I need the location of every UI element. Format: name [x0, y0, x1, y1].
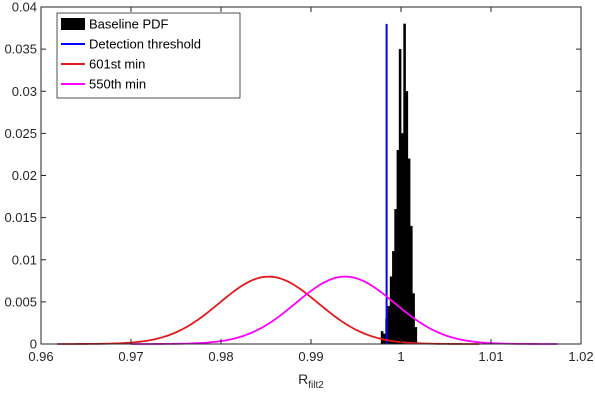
x-axis-label-subscript: filt2: [308, 380, 324, 391]
histogram-bar: [403, 23, 406, 345]
y-tick-label: 0.035: [4, 42, 37, 57]
histogram-bar: [401, 133, 404, 345]
histogram-bar: [405, 91, 409, 345]
histogram-bar: [392, 251, 395, 345]
histogram-bar: [394, 209, 397, 345]
legend: Baseline PDF Detection threshold 601st min…: [56, 12, 241, 99]
x-tick-label: 0.96: [28, 349, 53, 364]
x-tick-label: 0.97: [118, 349, 143, 364]
histogram-bar: [389, 276, 393, 345]
histogram-bar: [398, 48, 402, 345]
histogram-bar: [396, 150, 400, 345]
histogram-bar: [387, 305, 391, 345]
x-tick-label: 1.01: [478, 349, 503, 364]
x-tick-label: 1: [397, 349, 404, 364]
x-tick-label: 0.98: [208, 349, 233, 364]
histogram-bar: [414, 326, 418, 345]
y-tick-label: 0.04: [12, 0, 37, 15]
y-tick-label: 0.02: [12, 168, 37, 183]
x-tick-label: 0.99: [298, 349, 323, 364]
histogram-bar: [410, 225, 413, 345]
y-tick-label: 0.01: [12, 252, 37, 267]
legend-label-601st-min: 601st min: [89, 57, 145, 72]
legend-label-baseline-pdf: Baseline PDF: [89, 17, 169, 32]
550th-mincurve: [131, 275, 558, 345]
legend-box: [56, 12, 241, 99]
y-tick-label: 0.015: [4, 210, 37, 225]
y-tick-label: 0.005: [4, 294, 37, 309]
legend-label-550th-min: 550th min: [89, 77, 146, 92]
legend-label-detection-threshold: Detection threshold: [89, 37, 201, 52]
x-axis-label: Rfilt2: [298, 371, 324, 391]
601st-mincurve: [57, 275, 480, 345]
y-tick-label: 0: [30, 337, 37, 352]
x-axis-label-main: R: [298, 371, 308, 387]
x-tick-label: 1.02: [568, 349, 593, 364]
y-tick-label: 0.03: [12, 84, 37, 99]
y-tick-label: 0.025: [4, 126, 37, 141]
ticks-layer: 0.96 0.97 0.98 0.99 1 1.01 1.02 0 0.005 0.01 0.015…: [4, 0, 593, 364]
histogram-bar: [380, 331, 384, 345]
legend-swatch-baseline-pdf: [61, 18, 85, 30]
